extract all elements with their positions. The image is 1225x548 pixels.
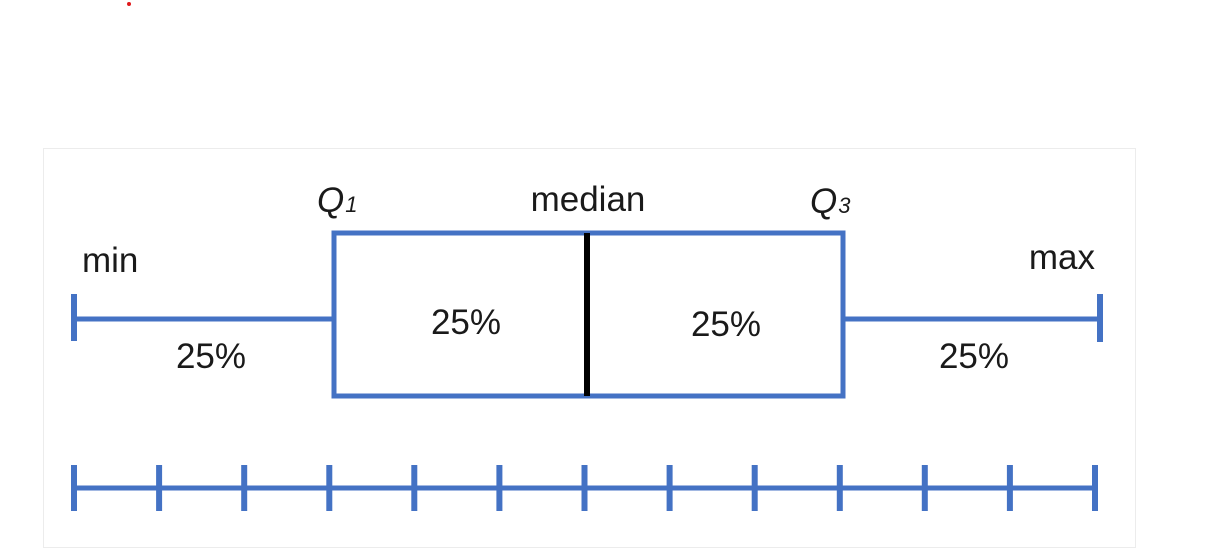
q3-label-letter: Q (810, 182, 837, 221)
scale-axis (71, 465, 1098, 511)
q1-label-subscript: 1 (345, 192, 357, 217)
median-label: median (531, 180, 646, 219)
min-label: min (82, 241, 138, 280)
q3-label-subscript: 3 (838, 193, 851, 218)
lower-box-percent-label: 25% (431, 303, 501, 342)
q3-label: Q3 (810, 182, 851, 221)
marker-dot (127, 2, 131, 6)
lower-whisker-percent-label: 25% (176, 337, 246, 376)
upper-box-percent-label: 25% (691, 305, 761, 344)
boxplot-diagram-panel: min max median Q1 Q3 25% 25% 25% 25% (43, 148, 1136, 548)
upper-whisker-percent-label: 25% (939, 337, 1009, 376)
max-label: max (1029, 238, 1096, 277)
q1-label-letter: Q (317, 181, 344, 220)
q1-label: Q1 (317, 181, 357, 220)
boxplot-diagram: min max median Q1 Q3 25% 25% 25% 25% (71, 180, 1103, 511)
